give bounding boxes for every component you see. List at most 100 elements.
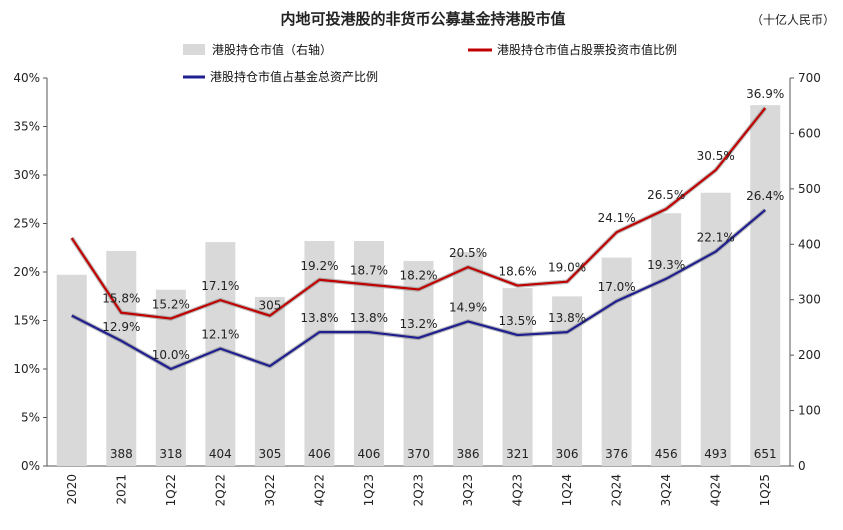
bar-value-label: 318 [159, 447, 182, 461]
chart-title: 内地可投港股的非货币公募基金持港股市值 [280, 10, 565, 28]
x-tick-label: 1Q22 [164, 474, 178, 506]
point-label: 13.8% [548, 311, 586, 325]
x-tick-label: 1Q23 [362, 474, 376, 506]
bar-value-label: 493 [704, 447, 727, 461]
right-tick-label: 100 [798, 404, 821, 418]
bar-value-label: 456 [655, 447, 678, 461]
x-tick-label: 2020 [65, 474, 79, 505]
left-tick-label: 35% [13, 120, 40, 134]
left-tick-label: 20% [13, 265, 40, 279]
point-label: 14.9% [449, 300, 487, 314]
bar-value-label-3q22: 305 [258, 299, 281, 313]
bar [700, 192, 731, 467]
bar-value-label: 651 [754, 447, 777, 461]
bar [353, 240, 384, 466]
bar-value-label: 376 [605, 447, 628, 461]
bar [304, 240, 335, 466]
right-tick-label: 700 [798, 71, 821, 85]
point-label: 13.5% [499, 314, 537, 328]
bar [651, 213, 682, 466]
point-label: 13.8% [300, 311, 338, 325]
bar [502, 288, 533, 466]
x-tick-label: 3Q22 [263, 474, 277, 506]
x-tick-label: 2021 [114, 474, 128, 505]
point-label: 36.9% [746, 87, 784, 101]
point-label: 18.7% [350, 264, 388, 278]
right-tick-label: 400 [798, 237, 821, 251]
legend: 港股持仓市值（右轴） 港股持仓市值占股票投资市值比例 港股持仓市值占基金总资产比… [183, 42, 677, 84]
right-tick-label: 0 [798, 459, 806, 473]
bar-labels-group: 388 318 404 305 406 406 370 386 321 306 376 456 493 6… [110, 447, 777, 461]
x-tick-label: 1Q25 [758, 474, 772, 506]
x-tick-label: 3Q23 [461, 474, 475, 506]
x-tick-label: 4Q22 [312, 474, 326, 506]
bar-value-label: 305 [258, 447, 281, 461]
x-tick-label: 1Q24 [560, 474, 574, 506]
legend-label-line-1: 港股持仓市值占股票投资市值比例 [497, 42, 677, 57]
bar-value-label: 388 [110, 447, 133, 461]
left-tick-label: 40% [13, 71, 40, 85]
bar-value-label: 370 [407, 447, 430, 461]
x-ticks-group: 2020 2021 1Q22 2Q22 3Q22 4Q22 1Q23 2Q23 3Q23 4Q23… [65, 474, 772, 506]
bar [601, 257, 632, 466]
x-tick-label: 2Q23 [412, 474, 426, 506]
right-tick-label: 500 [798, 182, 821, 196]
left-tick-label: 15% [13, 314, 40, 328]
bar-value-label: 386 [457, 447, 480, 461]
point-label: 17.1% [201, 279, 239, 293]
lines-group [69, 106, 767, 372]
point-label: 22.1% [697, 231, 735, 245]
bar-value-label: 406 [358, 447, 381, 461]
point-label: 13.2% [399, 317, 437, 331]
left-tick-label: 25% [13, 217, 40, 231]
x-tick-label: 3Q24 [659, 474, 673, 506]
right-tick-label: 200 [798, 348, 821, 362]
point-label: 10.0% [152, 348, 190, 362]
left-tick-label: 0% [21, 459, 40, 473]
x-tick-label: 2Q22 [213, 474, 227, 506]
bars-group [56, 105, 781, 467]
point-label: 26.4% [746, 189, 784, 203]
bar [106, 250, 137, 466]
point-label: 19.3% [647, 258, 685, 272]
point-label: 17.0% [598, 280, 636, 294]
series-line [71, 209, 766, 371]
right-tick-label: 300 [798, 293, 821, 307]
series-line [70, 107, 767, 320]
point-label: 19.2% [300, 259, 338, 273]
point-label: 24.1% [598, 211, 636, 225]
bar [750, 105, 781, 466]
bar [56, 274, 87, 466]
point-labels-group: 15.8% 15.2% 17.1% 19.2% 18.7% 18.2% 20.5% 18.6%… [102, 87, 784, 362]
unit-note: （十亿人民币） [751, 12, 835, 27]
x-tick-label: 4Q23 [511, 474, 525, 506]
left-tick-label: 30% [13, 168, 40, 182]
x-tick-label: 2Q24 [610, 474, 624, 506]
bar-value-label: 404 [209, 447, 232, 461]
left-tick-label: 10% [13, 362, 40, 376]
point-label: 15.2% [152, 298, 190, 312]
x-tick-label: 4Q24 [709, 474, 723, 506]
legend-swatch-bars [183, 44, 205, 55]
bar [254, 296, 285, 466]
point-label: 12.1% [201, 328, 239, 342]
bar-value-label: 306 [556, 447, 579, 461]
right-tick-label: 600 [798, 126, 821, 140]
bar [403, 260, 434, 466]
legend-label-bars: 港股持仓市值（右轴） [212, 42, 332, 57]
point-label: 18.2% [399, 268, 437, 282]
point-label: 26.5% [647, 188, 685, 202]
point-label: 15.8% [102, 292, 140, 306]
bar-value-label: 321 [506, 447, 529, 461]
point-label: 18.6% [499, 265, 537, 279]
point-label: 20.5% [449, 246, 487, 260]
bar-value-label: 406 [308, 447, 331, 461]
left-tick-label: 5% [21, 411, 40, 425]
bar [453, 252, 484, 466]
point-label: 30.5% [697, 149, 735, 163]
legend-label-line-2: 港股持仓市值占基金总资产比例 [210, 69, 378, 84]
point-label: 12.9% [102, 320, 140, 334]
point-label: 13.8% [350, 311, 388, 325]
